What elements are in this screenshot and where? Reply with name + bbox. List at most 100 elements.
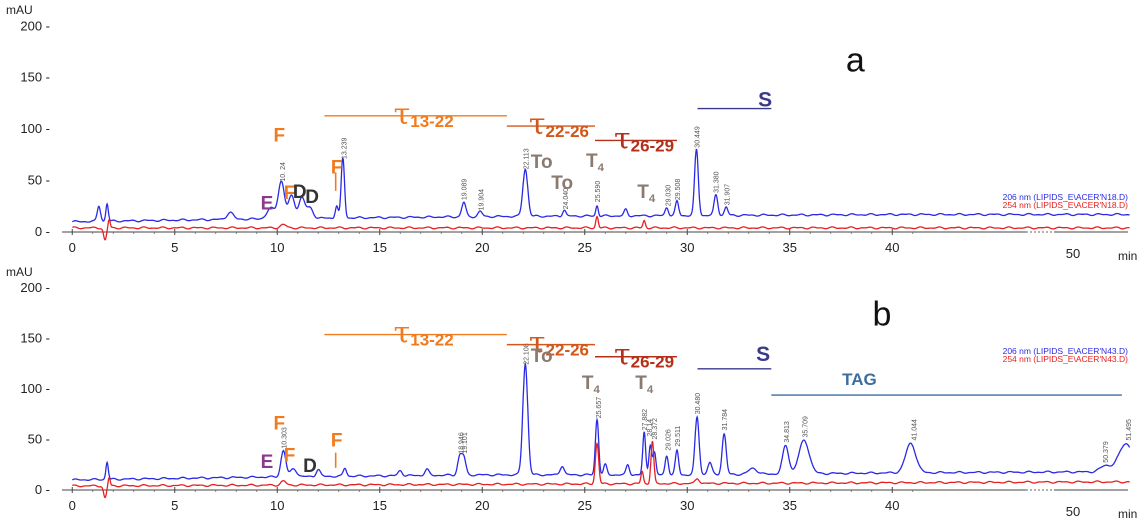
- x-tick-label: 35: [783, 498, 797, 513]
- annotation-text: S: [758, 89, 772, 112]
- lipid-class-label: T4: [586, 151, 605, 174]
- annotation-subscript: 4: [647, 384, 654, 396]
- lipid-class-label: F: [273, 125, 285, 146]
- peak-label: 35.709: [802, 416, 809, 438]
- lipid-class-label: D: [305, 187, 319, 208]
- annotation-text: E: [261, 193, 274, 214]
- x-tick-label-break: 50: [1066, 504, 1080, 519]
- peak-label: 31.380: [714, 171, 721, 193]
- annotation-text: F: [273, 413, 285, 434]
- peak-label: 29.026: [665, 429, 672, 451]
- lipid-class-label: E: [261, 452, 274, 473]
- peak-label: 31.784: [722, 409, 729, 431]
- peak-label: 30.449: [695, 126, 702, 148]
- annotation-text: F: [331, 431, 343, 452]
- peak-label: 10.303: [282, 427, 289, 449]
- x-tick-label: 25: [578, 240, 592, 255]
- y-tick-label: 0 -: [35, 482, 50, 497]
- annotation-text: To: [531, 346, 553, 367]
- peak-label: 51.495: [1126, 419, 1133, 441]
- lipid-class-label: S: [758, 89, 772, 112]
- lipid-class-label: F: [284, 183, 296, 204]
- legend-entry: 254 nm (LIPIDS_E\ACER'N43.D): [1003, 354, 1129, 364]
- annotation-text: F: [273, 125, 285, 146]
- peak-label: 19.101: [462, 432, 469, 454]
- peak-label: 24.040: [563, 188, 570, 210]
- lipid-class-label: T4: [635, 373, 654, 396]
- y-tick-label: 150 -: [20, 331, 50, 346]
- annotation-text: F: [331, 157, 343, 178]
- range-label-symbol: τ: [394, 97, 411, 132]
- annotation-text: D: [305, 187, 319, 208]
- peak-label: 10. 24: [280, 162, 287, 182]
- annotation-subscript: 4: [598, 162, 605, 174]
- x-axis-title: min: [1118, 507, 1137, 521]
- range-label-symbol: τ: [529, 107, 546, 142]
- peak-label: 27.882: [642, 409, 649, 431]
- lipid-class-label: S: [756, 343, 770, 366]
- peak-label: 41.044: [912, 419, 919, 441]
- peak-label: 30.480: [695, 393, 702, 415]
- x-tick-label: 5: [171, 240, 178, 255]
- peak-label: 22.113: [524, 148, 531, 169]
- annotation-text: T: [582, 373, 594, 394]
- y-tick-label: 200 -: [20, 280, 50, 295]
- annotation-text: T: [586, 151, 598, 172]
- peak-label: 19.089: [462, 179, 469, 201]
- series-trace-206nm: [72, 148, 1130, 223]
- lipid-class-label: TAG: [842, 370, 877, 389]
- annotation-text: To: [551, 173, 573, 194]
- y-tick-label: 0 -: [35, 224, 50, 239]
- range-label: τ26-29: [614, 338, 674, 373]
- range-label-subscript: 26-29: [631, 353, 674, 372]
- peak-label: 29.511: [675, 426, 682, 447]
- peak-label: 29.508: [675, 179, 682, 201]
- annotation-subscript: 4: [594, 384, 601, 396]
- peak-label: 50.379: [1103, 441, 1110, 463]
- x-tick-label-break: 50: [1066, 246, 1080, 261]
- y-tick-label: 50 -: [28, 173, 50, 188]
- y-axis-title: mAU: [6, 265, 33, 279]
- peak-label: 19.904: [478, 189, 485, 211]
- annotation-text: T: [635, 373, 647, 394]
- annotation-text: To: [531, 152, 553, 173]
- annotation-text: F: [284, 183, 296, 204]
- peak-label: 28.372: [652, 418, 659, 440]
- range-label-subscript: 22-26: [546, 122, 589, 141]
- series-trace-206nm: [72, 361, 1131, 481]
- annotation-text: TAG: [842, 370, 877, 389]
- lipid-class-label: F: [331, 431, 343, 452]
- peak-label: 29.030: [665, 185, 672, 207]
- lipid-class-label: To: [531, 346, 553, 367]
- x-tick-label: 40: [885, 240, 899, 255]
- peak-label: 25.590: [595, 181, 602, 203]
- range-label: τ26-29: [614, 121, 674, 156]
- lipid-class-label: D: [293, 182, 307, 203]
- legend-entry: 206 nm (LIPIDS_E\ACER'N18.D): [1003, 192, 1129, 202]
- peak-label: 13.239: [342, 137, 349, 159]
- range-label-subscript: 13-22: [410, 112, 453, 131]
- lipid-class-label: F: [273, 413, 285, 434]
- lipid-class-label: T4: [582, 373, 601, 396]
- range-label: τ13-22: [394, 316, 454, 351]
- annotation-text: E: [261, 452, 274, 473]
- annotation-subscript: 4: [649, 193, 656, 205]
- range-label-symbol: τ: [529, 326, 546, 361]
- x-tick-label: 30: [680, 498, 694, 513]
- peak-label: 25.657: [596, 397, 603, 419]
- lipid-class-label: D: [303, 456, 317, 477]
- legend-entry: 254 nm (LIPIDS_E\ACER'N18.D): [1003, 200, 1129, 210]
- x-tick-label: 15: [373, 240, 387, 255]
- y-axis-title: mAU: [6, 3, 33, 17]
- range-label-symbol: τ: [614, 338, 631, 373]
- panel-letter: a: [846, 42, 865, 80]
- x-tick-label: 10: [270, 240, 284, 255]
- lipid-class-label: To: [551, 173, 573, 194]
- x-tick-label: 20: [475, 240, 489, 255]
- range-label: τ13-22: [394, 97, 454, 132]
- legend-entry: 206 nm (LIPIDS_E\ACER'N43.D): [1003, 346, 1129, 356]
- y-tick-label: 150 -: [20, 70, 50, 85]
- x-tick-label: 20: [475, 498, 489, 513]
- x-tick-label: 30: [680, 240, 694, 255]
